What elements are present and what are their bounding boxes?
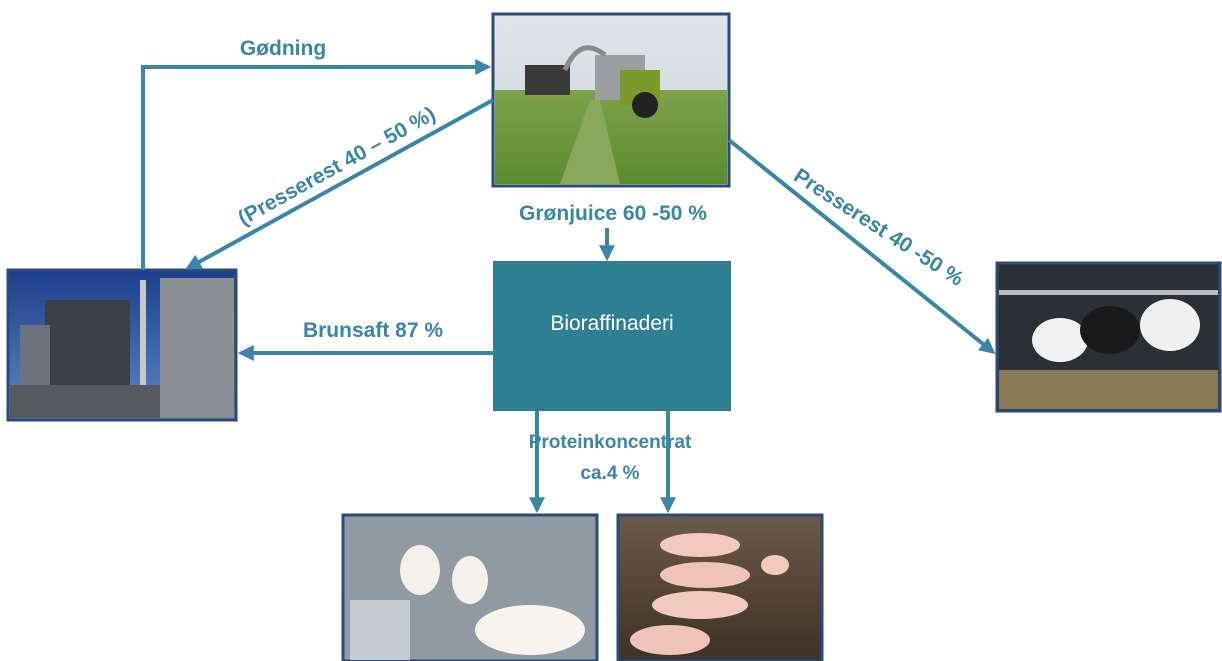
edge-label: Presserest 40 -50 % bbox=[790, 164, 968, 291]
edge-label: ca.4 % bbox=[580, 463, 639, 484]
edge-label: (Presserest 40 – 50 %) bbox=[234, 102, 439, 230]
edge-label: Gødning bbox=[240, 37, 326, 60]
chicken-photo bbox=[343, 515, 597, 661]
diagram: Bioraffinaderi Gødning (Presserest 40 – … bbox=[0, 0, 1222, 661]
arrow bbox=[188, 100, 493, 268]
edge-label: Proteinkoncentrat bbox=[529, 432, 692, 453]
cow-photo bbox=[997, 263, 1220, 411]
edge-label: Brunsaft 87 % bbox=[303, 319, 443, 342]
center-box bbox=[493, 261, 731, 411]
pig-photo bbox=[618, 515, 822, 661]
center-label: Bioraffinaderi bbox=[550, 312, 673, 335]
arrow bbox=[729, 140, 993, 352]
edge-label: Grønjuice 60 -50 % bbox=[519, 202, 707, 225]
biogas-photo bbox=[8, 270, 236, 420]
field-photo bbox=[493, 14, 729, 186]
